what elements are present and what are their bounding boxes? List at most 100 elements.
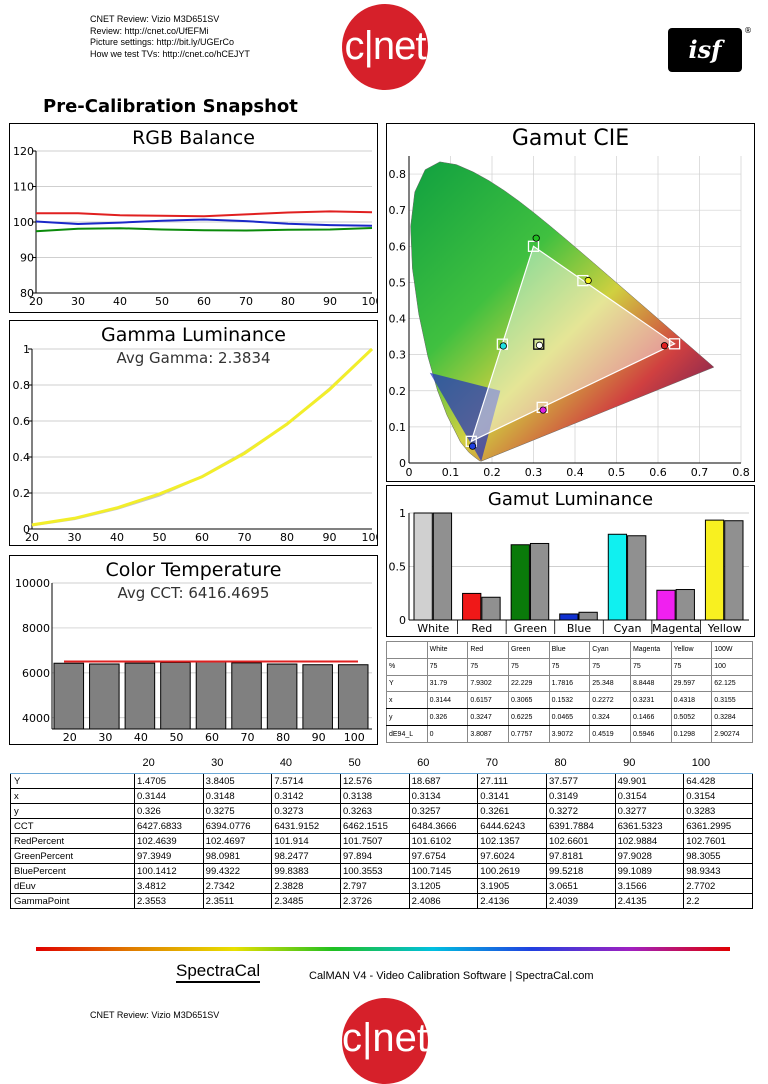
table-row: RedPercent 102.4639 102.4697 101.914 101.750…: [10, 833, 753, 849]
table-row: GammaPoint 2.3553 2.3511 2.3485 2.3726 2.4086…: [10, 893, 753, 909]
table-cell: 6394.0776: [202, 818, 273, 834]
table-cell: 102.4639: [134, 833, 204, 849]
measured-bar: [413, 512, 433, 621]
locus-blue-region: [429, 372, 501, 462]
table-cell: 3.4812: [134, 878, 204, 894]
table-cell: 102.4697: [202, 833, 273, 849]
y-tick-label: 120: [13, 145, 34, 158]
x-tick-label: 40: [134, 731, 148, 744]
row-label: x: [10, 788, 135, 804]
y-tick-label: 0.8: [13, 379, 31, 392]
x-tick-label: 80: [281, 295, 295, 308]
x-tick-label: 60: [197, 295, 211, 308]
header-line-repeat: CNET Review: Vizio M3D651SV: [90, 1010, 220, 1020]
table-cell: 2.7342: [202, 878, 273, 894]
target-bar: [529, 542, 550, 621]
table-cell: 0.3283: [683, 803, 753, 819]
y-tick-label: 1: [399, 507, 406, 520]
x-tick-label: 20: [25, 531, 39, 544]
y-tick-label: 0.1: [389, 421, 407, 434]
x-tick-label: 20: [63, 731, 77, 744]
table-cell: 100.2619: [477, 863, 547, 879]
gamut-table-header: Cyan: [589, 641, 631, 659]
table-row: BluePercent 100.1412 99.4322 99.8383 100.355…: [10, 863, 753, 879]
table-cell: 2.7702: [683, 878, 753, 894]
table-cell: 0.3272: [545, 803, 616, 819]
cct-average: Avg CCT: 6416.4695: [117, 584, 270, 602]
x-tick-label: 40: [110, 531, 124, 544]
measured-bar: [607, 533, 628, 621]
target-bar: [675, 589, 695, 621]
measured-point: [468, 442, 477, 450]
table-cell: 0.3273: [271, 803, 341, 819]
table-cell: 6484.3666: [408, 818, 479, 834]
table-cell: 100.1412: [134, 863, 204, 879]
cct-bar: [231, 662, 262, 730]
gamma-measured-line: [31, 347, 374, 527]
header-info: CNET Review: Vizio M3D651SV Review: http…: [90, 14, 250, 60]
cct-bar: [337, 664, 369, 730]
grayscale-table-header: 60: [409, 753, 478, 774]
table-cell: 0.3148: [202, 788, 273, 804]
y-tick-label: 0.4: [389, 313, 407, 326]
gamma-title: Gamma Luminance: [100, 324, 286, 346]
table-row: x 0.3144 0.6157 0.3065 0.1532 0.2272 0.3231 0.4…: [386, 691, 753, 710]
table-cell: 0.3261: [477, 803, 547, 819]
table-row: dE94_L 0 3.8087 0.7757 3.9072 0.4519 0.5946 0.1…: [386, 725, 753, 743]
table-cell: 101.6102: [408, 833, 479, 849]
x-tick-label: 0.3: [525, 466, 543, 479]
x-tick-label: 80: [276, 731, 290, 744]
gamut-luminance-title: Gamut Luminance: [487, 489, 654, 510]
x-tick-label: Blue: [567, 622, 592, 635]
grayscale-table-header: 30: [203, 753, 272, 774]
table-cell: 18.687: [408, 773, 479, 789]
x-tick-label: 50: [155, 295, 169, 308]
x-tick-label: White: [417, 622, 449, 635]
x-tick-label: 30: [68, 531, 82, 544]
x-tick-label: 0: [406, 466, 413, 479]
gamma-average: Avg Gamma: 2.3834: [116, 349, 271, 367]
y-tick-label: 90: [20, 252, 34, 265]
x-tick-label: Cyan: [614, 622, 642, 635]
table-cell: 0.3144: [134, 788, 204, 804]
gamut-table-header: 100W: [711, 641, 753, 659]
x-tick-label: 50: [169, 731, 183, 744]
table-cell: 97.3949: [134, 848, 204, 864]
table-row: y 0.326 0.3247 0.6225 0.0465 0.324 0.1466 0.505…: [386, 708, 753, 727]
x-tick-label: 60: [205, 731, 219, 744]
y-tick-label: 0: [399, 614, 406, 627]
table-cell: 27.111: [477, 773, 547, 789]
grayscale-table: 20 30 40 50 60 70 80 90 100 Y 1.4705 3.840…: [10, 753, 753, 909]
cct-chart: 4000 6000 8000 10000 20 30 40 50 60 70 80 90 100: [15, 577, 372, 744]
x-tick-label: 70: [239, 295, 253, 308]
x-tick-label: 90: [323, 531, 337, 544]
x-tick-label: 90: [312, 731, 326, 744]
table-cell: 101.7507: [339, 833, 410, 849]
table-cell: 98.9343: [683, 863, 753, 879]
table-cell: 3.1905: [477, 878, 547, 894]
x-tick-label: 100: [362, 295, 378, 308]
x-tick-label: 50: [153, 531, 167, 544]
table-cell: 97.8181: [545, 848, 616, 864]
gamma-target-line: [31, 348, 373, 527]
table-cell: 2.3828: [271, 878, 341, 894]
header-line[interactable]: Review: http://cnet.co/UfEFMi: [90, 25, 209, 36]
x-tick-label: 0.4: [566, 466, 584, 479]
table-cell: 2.3726: [339, 893, 410, 909]
gamut-luminance-panel: Gamut Luminance 0 0.5 1 White Red Green Blue Cy…: [386, 485, 755, 637]
header-line[interactable]: How we test TVs: http://cnet.co/hCEJYT: [90, 48, 250, 59]
cct-bar: [53, 662, 85, 730]
rgb-balance-chart: 80 90 100 110 120 20 30 40 50 60 70 80 90 100: [13, 145, 378, 308]
table-cell: 2.4136: [477, 893, 547, 909]
y-tick-label: 6000: [22, 667, 50, 680]
measured-bar: [656, 589, 676, 621]
header-line[interactable]: Picture settings: http://bit.ly/UGErCo: [90, 37, 235, 47]
rgb-balance-title: RGB Balance: [132, 127, 255, 149]
row-label: y: [10, 803, 135, 819]
snapshot-title: Pre-Calibration Snapshot: [43, 96, 298, 117]
row-label: RedPercent: [10, 833, 135, 849]
table-cell: 1.4705: [134, 773, 204, 789]
y-tick-label: 0.7: [389, 204, 407, 217]
y-tick-label: 110: [13, 181, 34, 194]
table-row: dEuv 3.4812 2.7342 2.3828 2.797 3.1205 3.1905 3…: [10, 878, 753, 894]
